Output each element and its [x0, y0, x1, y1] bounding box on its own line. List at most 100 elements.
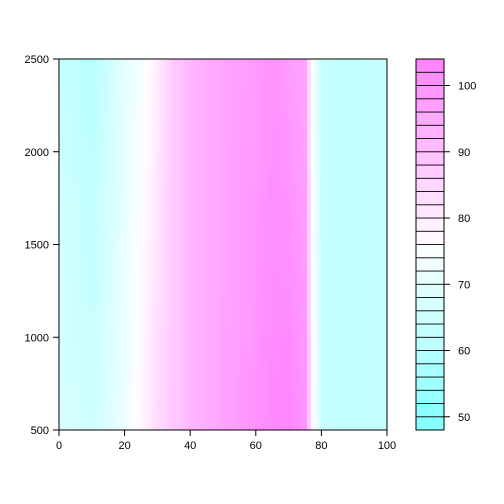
colorbar-band [416, 139, 444, 152]
contour-band [271, 59, 276, 430]
colorbar-band [416, 72, 444, 85]
contour-band [159, 59, 164, 430]
contour-band [127, 59, 132, 430]
colorbar-band [416, 390, 444, 403]
contour-band [147, 59, 152, 430]
contour-band [235, 59, 240, 430]
contour-band [183, 59, 188, 430]
contour-band [267, 59, 272, 430]
contour-band [71, 59, 76, 430]
contour-band [175, 59, 180, 430]
colorbar-band [416, 112, 444, 125]
x-axis: 0 20 40 60 80 100 [56, 430, 396, 452]
contour-band [83, 59, 88, 430]
contour-band [307, 59, 312, 430]
contour-band [367, 59, 372, 430]
contour-band [347, 59, 352, 430]
contour-band [79, 59, 84, 430]
x-tick-label: 20 [118, 440, 130, 452]
contour-band [203, 59, 208, 430]
colorbar-band [416, 298, 444, 311]
contour-band [295, 59, 300, 430]
contour-band [123, 59, 128, 430]
contour-band [211, 59, 216, 430]
contour-band [207, 59, 212, 430]
colorbar-band [416, 231, 444, 244]
contour-band [163, 59, 168, 430]
contour-band [143, 59, 148, 430]
colorbar-band [416, 59, 444, 72]
contour-band [315, 59, 320, 430]
colorbar-tick-label: 50 [458, 412, 470, 424]
contour-band [227, 59, 232, 430]
contour-band [119, 59, 124, 430]
colorbar-band [416, 417, 444, 430]
colorbar-tick-label: 80 [458, 213, 470, 225]
contour-band [255, 59, 260, 430]
contour-band [299, 59, 304, 430]
y-tick-label: 2000 [25, 147, 49, 159]
contour-fill [59, 59, 388, 430]
colorbar-band [416, 245, 444, 258]
contour-band [95, 59, 100, 430]
contour-band [167, 59, 172, 430]
contour-band [151, 59, 156, 430]
colorbar-band [416, 86, 444, 99]
colorbar-tick-label: 90 [458, 147, 470, 159]
contour-band [343, 59, 348, 430]
contour-band [323, 59, 328, 430]
x-tick-label: 0 [56, 440, 62, 452]
colorbar-band [416, 192, 444, 205]
x-tick-label: 80 [315, 440, 327, 452]
colorbar-band [416, 258, 444, 271]
contour-band [259, 59, 264, 430]
colorbar-tick-label: 60 [458, 346, 470, 358]
contour-band [291, 59, 296, 430]
colorbar-band [416, 351, 444, 364]
colorbar-band [416, 337, 444, 350]
y-axis: 500 1000 1500 2000 2500 [25, 54, 59, 437]
contour-band [351, 59, 356, 430]
contour-band [115, 59, 120, 430]
contour-band [75, 59, 80, 430]
colorbar-band [416, 99, 444, 112]
contour-band [231, 59, 236, 430]
contour-band [59, 59, 64, 430]
contour-band [63, 59, 68, 430]
contour-band [243, 59, 248, 430]
contour-band [363, 59, 368, 430]
colorbar-band [416, 311, 444, 324]
colorbar-band [416, 218, 444, 231]
colorbar-band [416, 271, 444, 284]
contour-band [327, 59, 332, 430]
colorbar-band [416, 205, 444, 218]
colorbar-band [416, 364, 444, 377]
contour-band [359, 59, 364, 430]
contour-band [311, 59, 316, 430]
x-tick-label: 40 [184, 440, 196, 452]
contour-band [283, 59, 288, 430]
contour-band [379, 59, 384, 430]
contour-band [339, 59, 344, 430]
colorbar-band [416, 284, 444, 297]
colorbar-tick-label: 100 [458, 81, 476, 93]
colorbar-band [416, 324, 444, 337]
colorbar-band [416, 165, 444, 178]
contour-band [111, 59, 116, 430]
contour-band [303, 59, 308, 430]
y-tick-label: 500 [31, 425, 49, 437]
contour-band [199, 59, 204, 430]
contour-band [195, 59, 200, 430]
colorbar-band [416, 152, 444, 165]
contour-band [215, 59, 220, 430]
contour-band [263, 59, 268, 430]
x-tick-label: 100 [378, 440, 396, 452]
colorbar-band [416, 178, 444, 191]
contour-band [191, 59, 196, 430]
contour-band [87, 59, 92, 430]
contour-band [107, 59, 112, 430]
contour-band [187, 59, 192, 430]
contour-band [67, 59, 72, 430]
colorbar-band [416, 125, 444, 138]
